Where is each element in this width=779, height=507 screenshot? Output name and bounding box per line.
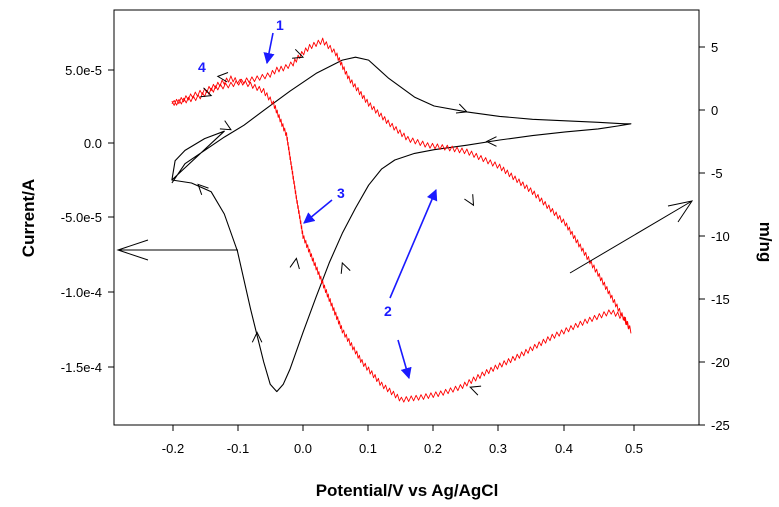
direction-arrowhead: [200, 87, 213, 98]
direction-arrowhead: [455, 103, 468, 114]
mass-curve: [171, 37, 632, 403]
x-tick-label: -0.2: [162, 441, 184, 456]
right-axis-pointer-arrow: [569, 200, 693, 274]
direction-arrowhead: [197, 183, 209, 195]
x-tick-label: 0.3: [489, 441, 507, 456]
current-series-line: [171, 56, 632, 393]
direction-arrowhead: [219, 120, 232, 131]
annotation-label-3: 3: [337, 185, 345, 201]
y-tick-label: -1.5e-4: [61, 360, 102, 375]
annotation-label-4: 4: [198, 59, 206, 75]
annotation-arrows: [263, 32, 438, 380]
direction-arrowhead: [485, 136, 497, 147]
annotation-label-1: 1: [276, 17, 284, 33]
x-tick-label: 0.2: [424, 441, 442, 456]
y2-tick-label: 0: [711, 103, 718, 118]
current-curve: [171, 56, 632, 393]
x-tick-label: 0.1: [359, 441, 377, 456]
x-tick-label: 0.4: [555, 441, 573, 456]
direction-arrowhead: [289, 257, 300, 270]
direction-arrowhead: [216, 72, 229, 83]
y-axis-ticks: 5.0e-5 0.0 -5.0e-5 -1.0e-4 -1.5e-4: [61, 63, 114, 375]
y-tick-label: 5.0e-5: [65, 63, 102, 78]
y2-tick-label: -10: [711, 229, 730, 244]
y-tick-label: 0.0: [84, 136, 102, 151]
x-tick-label: -0.1: [227, 441, 249, 456]
x-axis-ticks: -0.2 -0.1 0.0 0.1 0.2 0.3 0.4 0.5: [162, 425, 643, 456]
y-axis-title: Current/A: [19, 179, 38, 257]
axis-pointer-arrows: [116, 200, 694, 274]
annotation-arrow-2b: [397, 339, 412, 380]
direction-arrowhead: [464, 194, 475, 207]
direction-arrowhead: [469, 385, 482, 396]
annotation-arrow-1: [263, 32, 275, 65]
annotation-arrow-2a: [389, 188, 438, 299]
y2-tick-label: -20: [711, 355, 730, 370]
y2-axis-ticks: 5 0 -5 -10 -15 -20 -25: [699, 40, 730, 433]
x-tick-label: 0.5: [625, 441, 643, 456]
direction-arrows: [197, 48, 497, 396]
x-tick-label: 0.0: [294, 441, 312, 456]
x-axis-title: Potential/V vs Ag/AgCl: [316, 481, 499, 500]
y2-tick-label: -25: [711, 418, 730, 433]
annotation-label-2: 2: [384, 303, 392, 319]
y2-axis-title: m/ng: [756, 222, 775, 263]
y2-tick-label: -15: [711, 292, 730, 307]
direction-arrowhead: [292, 48, 305, 59]
mass-series-line: [171, 37, 632, 403]
direction-arrowhead: [251, 331, 263, 343]
annotation-arrow-3: [303, 199, 333, 224]
annotation-labels: 1 2 3 4: [198, 17, 392, 319]
direction-arrowhead: [340, 261, 351, 274]
y-tick-label: -5.0e-5: [61, 210, 102, 225]
y-tick-label: -1.0e-4: [61, 285, 102, 300]
left-axis-pointer-arrowhead: [116, 239, 149, 261]
right-axis-pointer-arrowhead: [667, 200, 694, 223]
y2-tick-label: 5: [711, 40, 718, 55]
y2-tick-label: -5: [711, 166, 723, 181]
